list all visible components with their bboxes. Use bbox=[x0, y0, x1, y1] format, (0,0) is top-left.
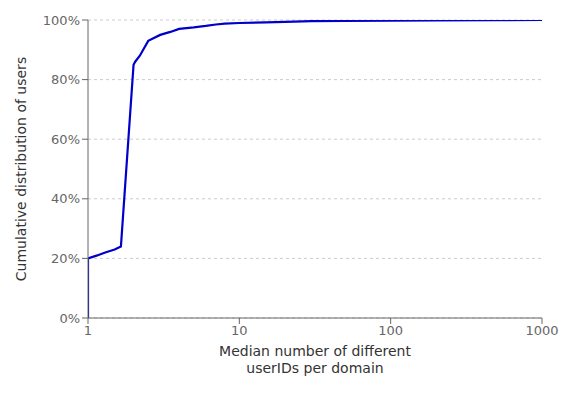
svg-text:1: 1 bbox=[84, 323, 92, 338]
svg-text:40%: 40% bbox=[51, 191, 80, 206]
svg-text:100%: 100% bbox=[43, 13, 80, 28]
svg-text:Median number of differentuser: Median number of differentuserIDs per do… bbox=[219, 343, 411, 376]
svg-text:80%: 80% bbox=[51, 72, 80, 87]
svg-text:Cumulative distribution of use: Cumulative distribution of users bbox=[13, 57, 29, 281]
svg-text:100: 100 bbox=[378, 323, 403, 338]
svg-text:1000: 1000 bbox=[525, 323, 558, 338]
svg-text:0%: 0% bbox=[59, 311, 80, 326]
svg-text:10: 10 bbox=[231, 323, 248, 338]
svg-text:20%: 20% bbox=[51, 251, 80, 266]
svg-text:60%: 60% bbox=[51, 132, 80, 147]
